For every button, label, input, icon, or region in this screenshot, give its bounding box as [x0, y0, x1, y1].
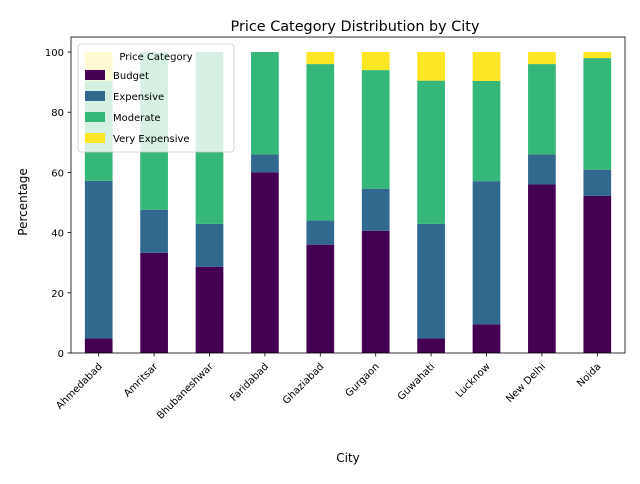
x-tick-label: Faridabad: [228, 361, 271, 404]
bar-segment-budget-faridabad: [251, 172, 279, 353]
x-tick-label: Bhubaneshwar: [155, 361, 216, 422]
y-axis-label: Percentage: [16, 168, 30, 236]
y-tick-label: 100: [45, 48, 64, 59]
y-tick-label: 20: [51, 289, 64, 300]
bar-segment-expensive-amritsar: [140, 209, 168, 253]
chart-title: Price Category Distribution by City: [231, 19, 480, 35]
bar-segment-budget-amritsar: [140, 252, 168, 353]
bar-segment-moderate-faridabad: [251, 52, 279, 155]
x-tick-label: Amritsar: [122, 361, 161, 400]
bar-segment-budget-ghaziabad: [306, 244, 335, 353]
bar-segment-expensive-faridabad: [251, 154, 279, 173]
bar-segment-expensive-lucknow: [472, 181, 501, 325]
y-tick-label: 80: [51, 108, 64, 119]
bar-segment-very-expensive-gurgaon: [361, 52, 390, 71]
x-tick-label: Ghaziabad: [281, 361, 326, 406]
bar-segment-moderate-new-delhi: [528, 64, 556, 155]
bar-segment-budget-noida: [583, 195, 612, 353]
bar-segment-expensive-noida: [583, 169, 612, 196]
x-tick-label: Gurgaon: [344, 361, 382, 399]
bar-segment-moderate-gurgaon: [361, 70, 390, 189]
legend-title: Price Category: [119, 52, 192, 63]
legend-swatch-very-expensive: [85, 133, 105, 143]
bar-segment-moderate-guwahati: [417, 80, 445, 224]
bar-segment-budget-guwahati: [417, 338, 445, 353]
bar-segment-moderate-lucknow: [472, 80, 501, 182]
legend: Price Category Budget Expensive Moderate Ver…: [77, 43, 235, 153]
y-tick-label: 60: [51, 168, 64, 179]
bar-segment-expensive-ghaziabad: [306, 220, 335, 245]
bar-segment-budget-lucknow: [472, 324, 501, 353]
x-tick-label: Noida: [575, 361, 603, 389]
legend-box: [77, 43, 235, 153]
x-tick-label: Guwahati: [396, 361, 437, 402]
legend-swatch-expensive: [85, 91, 105, 101]
bar-segment-budget-gurgaon: [361, 230, 390, 353]
bar-segment-expensive-bhubaneshwar: [195, 223, 224, 267]
legend-label-budget: Budget: [113, 71, 149, 82]
legend-label-expensive: Expensive: [113, 92, 164, 103]
bar-segment-expensive-new-delhi: [528, 154, 556, 185]
x-tick-label: New Delhi: [504, 361, 548, 405]
bar-segment-expensive-guwahati: [417, 223, 445, 339]
bar-segment-moderate-noida: [583, 58, 612, 170]
y-tick-label: 40: [51, 229, 64, 240]
legend-label-moderate: Moderate: [113, 113, 161, 124]
bar-segment-very-expensive-noida: [583, 52, 612, 59]
legend-label-very-expensive: Very Expensive: [113, 134, 190, 145]
legend-swatch-moderate: [85, 112, 105, 122]
bar-segment-very-expensive-new-delhi: [528, 52, 556, 65]
bar-segment-very-expensive-ghaziabad: [306, 52, 335, 65]
legend-swatch-budget: [85, 70, 105, 80]
bar-segment-very-expensive-guwahati: [417, 52, 445, 81]
bar-segment-expensive-gurgaon: [361, 188, 390, 231]
plot-frame: [70, 36, 626, 354]
bar-segment-budget-new-delhi: [528, 184, 556, 353]
x-tick-label: Ahmedabad: [54, 361, 104, 411]
bar-segment-budget-ahmedabad: [84, 338, 113, 353]
x-tick-label: Lucknow: [454, 361, 493, 400]
x-axis-label: City: [336, 451, 360, 465]
bar-segment-very-expensive-lucknow: [472, 52, 501, 81]
y-tick-label: 0: [58, 349, 64, 360]
bar-segment-expensive-ahmedabad: [84, 180, 113, 339]
bar-segment-budget-bhubaneshwar: [195, 266, 224, 353]
bar-segment-moderate-ghaziabad: [306, 64, 335, 221]
